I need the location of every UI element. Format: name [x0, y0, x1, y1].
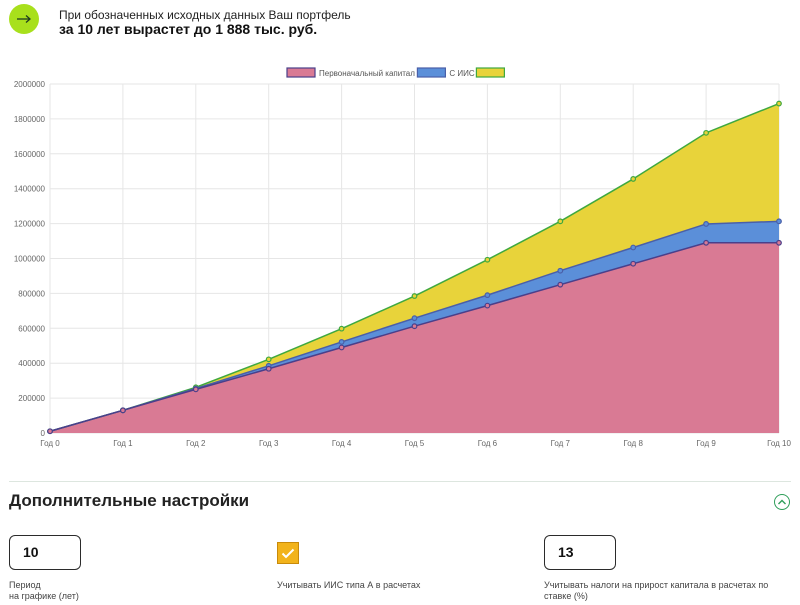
data-point	[703, 239, 709, 246]
y-tick-label: 200000	[18, 394, 45, 403]
y-tick-label: 800000	[18, 289, 45, 298]
data-point	[484, 302, 491, 309]
chevron-up-icon	[778, 499, 786, 505]
summary-result: за 10 лет вырастет до 1 888 тыс. руб.	[59, 21, 318, 37]
legend-swatch	[286, 67, 316, 78]
x-tick-label: Год 5	[405, 439, 425, 448]
x-tick-label: Год 6	[478, 439, 498, 448]
collapse-toggle-button[interactable]	[774, 494, 790, 510]
data-point	[411, 315, 418, 322]
x-tick-label: Год 9	[696, 439, 716, 448]
tax-rate-input[interactable]: 13	[544, 535, 616, 570]
data-point	[557, 218, 564, 225]
x-tick-label: Год 3	[259, 439, 279, 448]
y-tick-label: 0	[41, 429, 46, 438]
data-point	[47, 428, 53, 435]
y-tick-label: 400000	[18, 359, 45, 368]
data-point	[265, 365, 272, 372]
x-tick-label: Год 2	[186, 439, 206, 448]
data-point	[119, 407, 126, 414]
arrow-right-icon	[17, 15, 31, 23]
period-input[interactable]: 10	[9, 535, 81, 570]
y-tick-label: 1000000	[14, 255, 46, 264]
x-tick-label: Год 1	[113, 439, 133, 448]
period-label-line2: на графике (лет)	[9, 591, 79, 601]
portfolio-summary: При обозначенных исходных данных Ваш пор…	[0, 0, 800, 50]
data-point	[703, 221, 709, 227]
tax-label-line2: ставке (%)	[544, 591, 588, 601]
tax-label-line1: Учитывать налоги на прирост капитала в р…	[544, 580, 769, 590]
series-area-2	[50, 242, 779, 433]
data-point	[265, 356, 272, 363]
data-point	[630, 260, 637, 267]
chart-svg: 0 200000 400000 600000 800000 1000000 1200000 1…	[14, 67, 791, 448]
data-point	[630, 176, 637, 182]
x-tick-label: Год 8	[623, 439, 643, 448]
data-point	[703, 129, 709, 136]
data-point	[338, 339, 345, 345]
x-tick-label: Год 7	[551, 439, 571, 448]
y-tick-label: 1800000	[14, 115, 46, 124]
period-label-line1: Период	[9, 580, 41, 590]
period-label: Период на графике (лет)	[9, 580, 79, 602]
y-tick-label: 1200000	[14, 220, 46, 229]
y-tick-label: 600000	[18, 324, 45, 333]
data-point	[776, 239, 782, 246]
data-point	[411, 323, 418, 330]
y-tick-label: 1400000	[14, 185, 46, 194]
section-divider	[9, 481, 791, 482]
x-tick-label: Год 0	[40, 439, 60, 448]
tax-label: Учитывать налоги на прирост капитала в р…	[544, 580, 794, 602]
data-point	[484, 292, 491, 299]
data-point	[338, 344, 345, 351]
x-tick-label: Год 10	[767, 439, 791, 448]
iis-label: Учитывать ИИС типа А в расчетах	[277, 580, 421, 590]
y-tick-label: 2000000	[14, 80, 46, 89]
data-point	[776, 218, 782, 225]
legend-swatch	[475, 67, 505, 78]
portfolio-growth-chart: 0 200000 400000 600000 800000 1000000 1200000 1…	[0, 62, 800, 454]
data-point	[630, 244, 637, 251]
next-arrow-button[interactable]	[9, 4, 39, 34]
data-point	[411, 293, 418, 299]
legend-swatch	[416, 67, 446, 78]
legend-label: Первоначальный капитал	[319, 69, 415, 78]
data-point	[484, 256, 491, 263]
section-title: Дополнительные настройки	[9, 491, 250, 510]
x-tick-label: Год 4	[332, 439, 352, 448]
checkmark-icon	[281, 548, 295, 558]
summary-intro: При обозначенных исходных данных Ваш пор…	[59, 8, 351, 22]
data-point	[338, 325, 345, 332]
iis-checkbox[interactable]	[277, 542, 299, 564]
y-tick-label: 1600000	[14, 150, 46, 159]
data-point	[776, 100, 782, 107]
legend-label: С ИИС	[449, 69, 475, 78]
data-point	[192, 386, 199, 393]
data-point	[557, 267, 564, 274]
data-point	[557, 281, 564, 288]
